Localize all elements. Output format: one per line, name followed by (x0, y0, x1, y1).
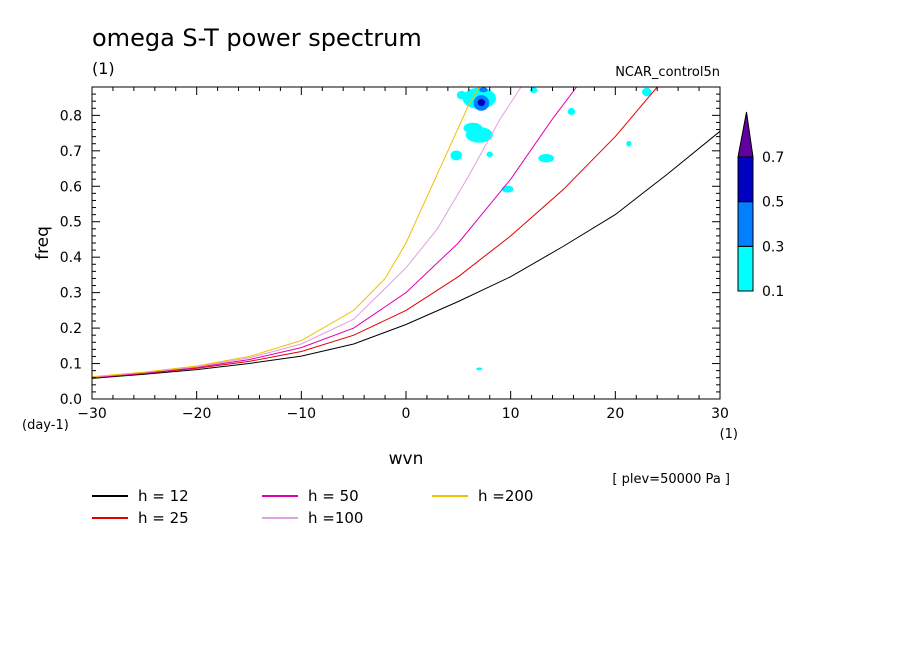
legend-label: h =200 (478, 487, 533, 505)
x-axis-label: wvn (389, 449, 424, 469)
x-tick-label: −30 (77, 406, 107, 422)
y-tick-label: 0.4 (60, 250, 82, 266)
chart-title: omega S-T power spectrum (92, 24, 422, 52)
contour-patch (538, 154, 555, 163)
colorbar-segment (737, 201, 754, 247)
x-axis: −30 −20 −10 0 10 20 30 (77, 87, 729, 422)
units-label: (1) (92, 59, 115, 78)
legend-label: h = 50 (308, 487, 359, 505)
y-tick-label: 0.5 (60, 215, 82, 231)
series-line-h12 (92, 130, 720, 379)
colorbar-segment (737, 245, 754, 292)
y-tick-label: 0.7 (60, 144, 82, 160)
y-axis: 0.0 0.1 0.2 0.3 0.4 0.5 0.6 0.7 0.8 (60, 93, 720, 408)
contour-patch (642, 87, 652, 97)
series-line-h200 (92, 87, 480, 378)
legend-label: h =100 (308, 509, 363, 527)
y-tick-label: 0.1 (60, 357, 82, 373)
colorbar-label: 0.1 (762, 284, 784, 300)
colorbar: 0.1 0.3 0.5 0.7 (737, 111, 784, 300)
contour-patch (476, 367, 483, 371)
x-tick-label: −10 (287, 406, 317, 422)
contour-patch (463, 122, 483, 134)
colorbar-triangle (737, 111, 754, 158)
legend-label: h = 12 (138, 487, 189, 505)
colorbar-label: 0.3 (762, 239, 784, 255)
colorbar-label: 0.7 (762, 150, 784, 166)
series-line-h25 (92, 87, 658, 379)
x-tick-label: 0 (402, 406, 411, 422)
contour-patch (477, 99, 486, 107)
contour-patch (501, 185, 514, 193)
run-name: NCAR_control5n (615, 65, 720, 80)
contour-patch (486, 151, 493, 158)
x-tick-label: 10 (502, 406, 520, 422)
y-tick-label: 0.3 (60, 286, 82, 302)
plev-note: [ plev=50000 Pa ] (612, 472, 730, 487)
x-tick-label: 30 (711, 406, 729, 422)
y-tick-label: 0.8 (60, 108, 82, 124)
legend: h = 12 h = 25 h = 50 h =100 h =200 (92, 487, 533, 527)
series-line-h50 (92, 87, 577, 378)
contour-patch (479, 87, 488, 93)
colorbar-label: 0.5 (762, 195, 784, 211)
contour-patch (450, 150, 462, 161)
legend-label: h = 25 (138, 509, 189, 527)
dispersion-curves (92, 87, 720, 379)
contour-patch (567, 107, 576, 116)
y-axis-label: freq (33, 226, 53, 260)
x-tick-label: −20 (182, 406, 212, 422)
colorbar-segment (737, 156, 754, 203)
x-tick-label: 20 (606, 406, 624, 422)
y-tick-label: 0.0 (60, 392, 82, 408)
y-units-label: (day-1) (22, 418, 69, 433)
y-tick-label: 0.6 (60, 179, 82, 195)
contour-patch (626, 140, 632, 147)
x-units-label: (1) (720, 427, 738, 442)
y-tick-label: 0.2 (60, 321, 82, 337)
series-line-h100 (92, 87, 522, 378)
